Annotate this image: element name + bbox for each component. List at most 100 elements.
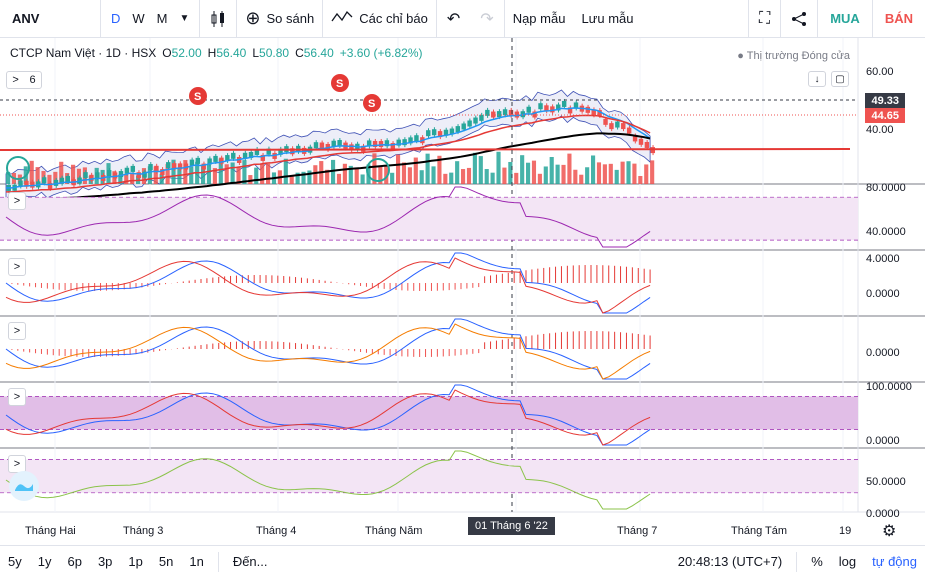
range-1y[interactable]: 1y — [37, 554, 52, 569]
mfi-band — [0, 459, 858, 493]
divider — [199, 0, 201, 38]
volume-bar — [218, 158, 223, 184]
tradingview-logo-icon[interactable] — [9, 471, 39, 501]
indicators-button[interactable]: Các chỉ báo — [323, 0, 436, 38]
fullscreen-icon[interactable]: ⛶ — [759, 9, 771, 27]
rsi-series-line — [5, 186, 651, 248]
candle-body — [467, 120, 472, 127]
candle-body — [644, 141, 650, 148]
volume-bar — [360, 174, 365, 184]
range-5y[interactable]: 5y — [8, 554, 22, 569]
sell-signal — [331, 74, 349, 92]
candle-body — [266, 148, 271, 155]
chevron-down-icon[interactable]: ▼ — [179, 13, 190, 24]
candle-body — [508, 109, 514, 116]
candle-body — [260, 154, 266, 161]
percent-toggle[interactable]: % — [811, 554, 823, 569]
time-label: Tháng Tám — [731, 525, 787, 537]
candle-body — [437, 131, 443, 138]
range-5d[interactable]: 5n — [158, 554, 174, 569]
range-3m[interactable]: 3p — [97, 554, 113, 569]
interval-day[interactable]: D — [111, 11, 121, 26]
volume-bar — [591, 155, 596, 184]
clock[interactable]: 20:48:13 (UTC+7) — [677, 554, 783, 569]
chart-legend: CTCP Nam Việt · 1D · HSX O52.00 H56.40 L… — [10, 46, 423, 60]
mfi-tick-0: 0.0000 — [866, 508, 900, 520]
buy-button[interactable]: MUA — [830, 11, 860, 26]
candle-body — [171, 163, 177, 170]
sell-button[interactable]: BÁN — [884, 11, 913, 26]
candle-body — [526, 106, 531, 113]
volume-bar — [384, 166, 389, 184]
volume-bar — [242, 160, 247, 184]
indicators-label: Các chỉ báo — [359, 11, 428, 26]
sell-signal — [189, 87, 207, 105]
auto-scale-icon[interactable]: ▢ — [831, 71, 849, 87]
volume-bar — [201, 166, 206, 184]
interval-week[interactable]: W — [132, 11, 145, 26]
volume-bar — [336, 173, 342, 184]
volume-bar — [537, 173, 542, 184]
volume-bar — [579, 174, 584, 184]
indicator-count: 6 — [29, 74, 36, 86]
divider — [217, 551, 219, 572]
candle-body — [609, 123, 614, 130]
candle-body — [177, 163, 183, 170]
redo-icon[interactable]: ↷ — [480, 10, 494, 28]
volume-bar — [59, 161, 64, 184]
share-icon[interactable] — [781, 0, 817, 38]
candle-body — [148, 164, 153, 171]
range-6m[interactable]: 6p — [67, 554, 82, 569]
chevron-right-icon: > — [13, 391, 21, 403]
volume-bar — [230, 162, 235, 184]
volume-bar — [313, 165, 318, 184]
candle-body — [166, 162, 171, 169]
volume-bar — [531, 160, 537, 184]
scroll-to-end-icon[interactable]: ↓ — [808, 71, 826, 87]
pane-toggle-macd[interactable]: > — [8, 258, 26, 276]
symbol-search[interactable]: ANV — [12, 11, 40, 26]
settings-icon[interactable]: ⚙ — [882, 523, 896, 540]
volume-bar — [301, 171, 306, 184]
range-1m[interactable]: 1p — [128, 554, 143, 569]
candle-body — [396, 139, 401, 146]
volume-bar — [407, 167, 412, 184]
goto-date-button[interactable]: Đến... — [232, 554, 268, 569]
candles-icon[interactable] — [200, 0, 236, 38]
volume-bar — [472, 152, 477, 184]
candle-body — [219, 157, 224, 164]
candle-body — [124, 167, 130, 174]
volume-bar — [35, 167, 40, 184]
volume-bar — [236, 166, 241, 184]
compare-button[interactable]: ⊕ So sánh — [237, 0, 322, 38]
volume-bar — [206, 164, 212, 184]
candle-body — [378, 141, 384, 148]
volume-bar — [620, 161, 625, 184]
indicators-toggle[interactable]: > 6 — [6, 71, 42, 89]
interval-month[interactable]: M — [156, 11, 168, 26]
volume-bar — [502, 167, 507, 184]
volume-bar — [331, 159, 336, 184]
candle-body — [585, 106, 591, 113]
volume-bar — [307, 170, 312, 184]
chevron-right-icon: > — [13, 195, 21, 207]
load-layout-button[interactable]: Nạp mẫu — [512, 11, 566, 26]
volume-bar — [490, 172, 495, 184]
volume-bar — [413, 157, 418, 184]
range-1d[interactable]: 1n — [189, 554, 204, 569]
chart-canvas[interactable]: S S S 60.00 40.00 80.0000 40.0000 4.0000 0.0000 0… — [0, 38, 925, 545]
auto-scale-toggle[interactable]: tự động — [872, 554, 917, 569]
undo-icon[interactable]: ↶ — [446, 10, 461, 28]
divider — [748, 0, 750, 38]
pane-toggle-rsi[interactable]: > — [8, 192, 26, 210]
candle-body — [455, 126, 461, 133]
save-layout-button[interactable]: Lưu mẫu — [581, 11, 634, 26]
log-toggle[interactable]: log — [838, 554, 857, 569]
divider — [796, 551, 798, 572]
volume-bar — [147, 166, 152, 184]
pane-toggle-stoch[interactable]: > — [8, 388, 26, 406]
volume-bar — [266, 163, 271, 184]
pane-toggle-osc[interactable]: > — [8, 322, 26, 340]
volume-bar — [260, 164, 265, 184]
volume-bar — [461, 169, 466, 184]
